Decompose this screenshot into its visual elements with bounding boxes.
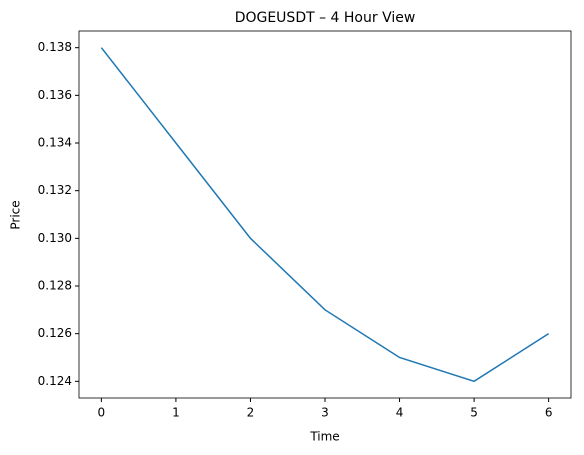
y-tick-label: 0.138 — [38, 40, 72, 54]
plot-frame — [78, 30, 572, 399]
y-tick-label: 0.132 — [38, 183, 72, 197]
y-tick-label: 0.130 — [38, 231, 72, 245]
y-tick-label: 0.134 — [38, 136, 72, 150]
line — [100, 47, 550, 383]
x-tick-label: 0 — [98, 406, 106, 420]
y-tick-label: 0.136 — [38, 88, 72, 102]
x-axis-label: Time — [309, 430, 339, 444]
y-axis-label: Price — [9, 200, 23, 229]
x-tick-label: 1 — [172, 406, 180, 420]
y-tick-label: 0.126 — [38, 326, 72, 340]
x-tick-label: 6 — [545, 406, 553, 420]
x-tick-label: 3 — [321, 406, 329, 420]
chart-title: DOGEUSDT – 4 Hour View — [235, 10, 416, 26]
x-tick-label: 5 — [470, 406, 478, 420]
y-tick-label: 0.124 — [38, 374, 72, 388]
y-tick-label: 0.128 — [38, 278, 72, 292]
x-tick-label: 2 — [247, 406, 255, 420]
x-tick-label: 4 — [396, 406, 404, 420]
